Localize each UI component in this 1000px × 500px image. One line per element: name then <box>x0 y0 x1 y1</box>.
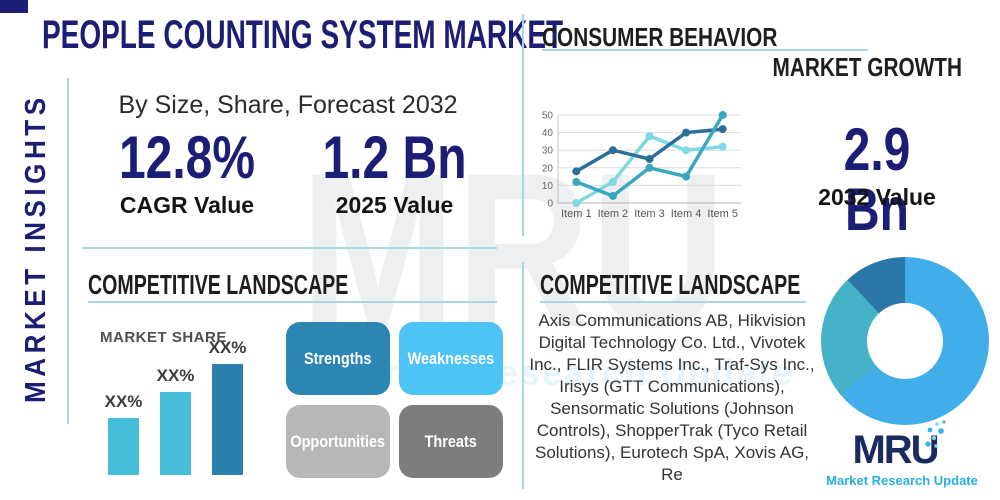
label-2025: 2025 Value <box>335 192 454 218</box>
y-tick-label: 0 <box>547 199 553 210</box>
swot-label: Weaknesses <box>407 348 495 368</box>
swot-label: Threats <box>424 431 478 451</box>
data-point <box>718 111 727 119</box>
swot-grid: Strengths Weaknesses Opportunities Threa… <box>286 322 503 478</box>
logo-tagline: Market Research Update <box>826 473 978 488</box>
swot-label: Opportunities <box>290 431 386 451</box>
data-point <box>572 199 581 207</box>
bar-value-label: XX% <box>208 338 247 357</box>
label-2032: 2032 Value <box>818 184 936 210</box>
data-point <box>682 146 691 155</box>
data-point <box>645 132 654 141</box>
page-title: PEOPLE COUNTING SYSTEM MARKET <box>42 13 564 57</box>
swot-box-strengths: Strengths <box>286 322 390 395</box>
data-point <box>645 163 654 172</box>
bar-value-label: XX% <box>156 366 195 385</box>
y-tick-label: 10 <box>542 181 554 192</box>
companies-text: Axis Communications AB, Hikvision Digita… <box>529 311 815 484</box>
data-point <box>572 177 581 186</box>
market-share-label: MARKET SHARE <box>100 329 227 346</box>
data-point <box>718 142 727 151</box>
subtitle: By Size, Share, Forecast 2032 <box>118 91 458 119</box>
bar-item: XX% <box>105 392 142 475</box>
swot-box-opportunities: Opportunities <box>286 405 390 478</box>
x-tick-label: Item 1 <box>561 208 592 220</box>
column-divider-top <box>522 14 524 236</box>
section-divider-horizontal <box>82 247 497 249</box>
data-point <box>645 155 654 163</box>
data-point <box>682 128 691 137</box>
swot-box-weaknesses: Weaknesses <box>399 322 503 395</box>
x-tick-label: Item 4 <box>671 208 702 220</box>
data-point <box>608 146 617 155</box>
competitive-right-underline <box>540 301 806 303</box>
data-point <box>572 167 581 176</box>
consumer-behavior-underline <box>542 49 868 51</box>
x-tick-label: Item 3 <box>634 208 665 220</box>
data-point <box>682 172 691 181</box>
market-share-bar <box>212 364 243 475</box>
sidebar-label: MARKET INSIGHTS <box>20 93 52 404</box>
bar-item: XX% <box>157 366 194 475</box>
market-share-bar <box>108 418 139 475</box>
column-divider-bottom <box>522 262 524 489</box>
logo-text: MRU <box>852 428 939 472</box>
bar-item: XX% <box>209 338 246 475</box>
competitive-left-underline <box>88 301 497 303</box>
sidebar-divider <box>67 78 69 424</box>
market-share-bar-chart: XX% XX% XX% <box>105 338 246 475</box>
value-2032: 2.9 Bn <box>843 116 911 243</box>
y-tick-label: 50 <box>542 111 554 122</box>
market-share-bar <box>160 392 191 475</box>
consumer-behavior-title: CONSUMER BEHAVIOR <box>542 22 778 52</box>
data-point <box>608 177 617 186</box>
y-tick-label: 40 <box>542 128 554 139</box>
x-tick-label: Item 2 <box>598 208 629 220</box>
competitive-left-title: COMPETITIVE LANDSCAPE <box>88 269 349 300</box>
market-growth-title: MARKET GROWTH <box>772 52 962 82</box>
donut-chart <box>821 257 989 425</box>
swot-label: Strengths <box>304 348 372 368</box>
bar-value-label: XX% <box>104 392 143 411</box>
competitive-right-title: COMPETITIVE LANDSCAPE <box>540 269 801 300</box>
cagr-value: 12.8% <box>118 124 256 191</box>
y-tick-label: 30 <box>542 146 554 157</box>
x-tick-label: Item 5 <box>707 208 738 220</box>
data-point <box>608 191 617 200</box>
data-point <box>718 125 727 134</box>
swot-box-threats: Threats <box>399 405 503 478</box>
line-chart: 0 10 20 30 40 50 Item 1 Item 2 Item 3 Item 4 Item … <box>542 111 741 220</box>
value-2025: 1.2 Bn <box>322 124 467 191</box>
logo-bubbles-icon <box>925 420 946 448</box>
cagr-label: CAGR Value <box>119 192 255 218</box>
y-tick-label: 20 <box>542 163 554 174</box>
corner-accent <box>0 0 28 13</box>
